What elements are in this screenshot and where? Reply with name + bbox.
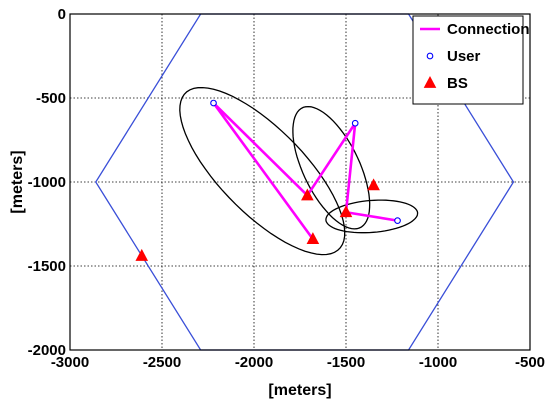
connection-line <box>212 102 314 240</box>
x-axis-label: [meters] <box>268 382 331 399</box>
bs-marker <box>306 232 320 245</box>
user-marker <box>351 119 359 127</box>
connection-line <box>306 122 357 197</box>
coverage-ellipse <box>179 86 346 256</box>
legend-user-swatch <box>426 52 434 60</box>
bs-marker <box>339 205 353 218</box>
connections <box>212 102 398 240</box>
coverage-ellipse <box>325 199 419 234</box>
y-tick-label: -500 <box>36 90 66 107</box>
x-tick-label: -2500 <box>143 354 181 371</box>
user-marker <box>210 99 217 107</box>
user-marker <box>394 217 401 224</box>
connection-line <box>345 210 398 222</box>
users <box>210 99 401 224</box>
legend: Connection User BS <box>412 15 530 105</box>
ticks: -3000 -2500 -2000 -1500 -1000 -500 0 -500 -1000 -… <box>28 6 545 371</box>
legend-label: User <box>447 48 481 65</box>
legend-label: Connection <box>447 21 530 38</box>
connection-line <box>344 123 357 213</box>
x-tick-label: -1500 <box>327 354 365 371</box>
legend-box <box>412 15 524 105</box>
y-tick-label: 0 <box>58 6 66 23</box>
bs-marker <box>135 248 149 261</box>
x-tick-label: -500 <box>515 354 545 371</box>
legend-label: BS <box>447 75 468 92</box>
bs-marker <box>367 178 380 191</box>
x-tick-label: -3000 <box>51 354 89 371</box>
plot-frame <box>69 13 531 351</box>
x-tick-label: -2000 <box>235 354 273 371</box>
x-tick-label: -1000 <box>419 354 457 371</box>
legend-bs-swatch <box>423 76 437 88</box>
base-stations <box>135 178 380 261</box>
y-tick-label: -1000 <box>28 174 66 191</box>
y-tick-label: -2000 <box>28 342 66 359</box>
connection-line <box>212 102 309 197</box>
y-axis-label: [meters] <box>9 150 26 213</box>
bs-marker <box>301 188 314 201</box>
y-tick-label: -1500 <box>28 258 66 275</box>
